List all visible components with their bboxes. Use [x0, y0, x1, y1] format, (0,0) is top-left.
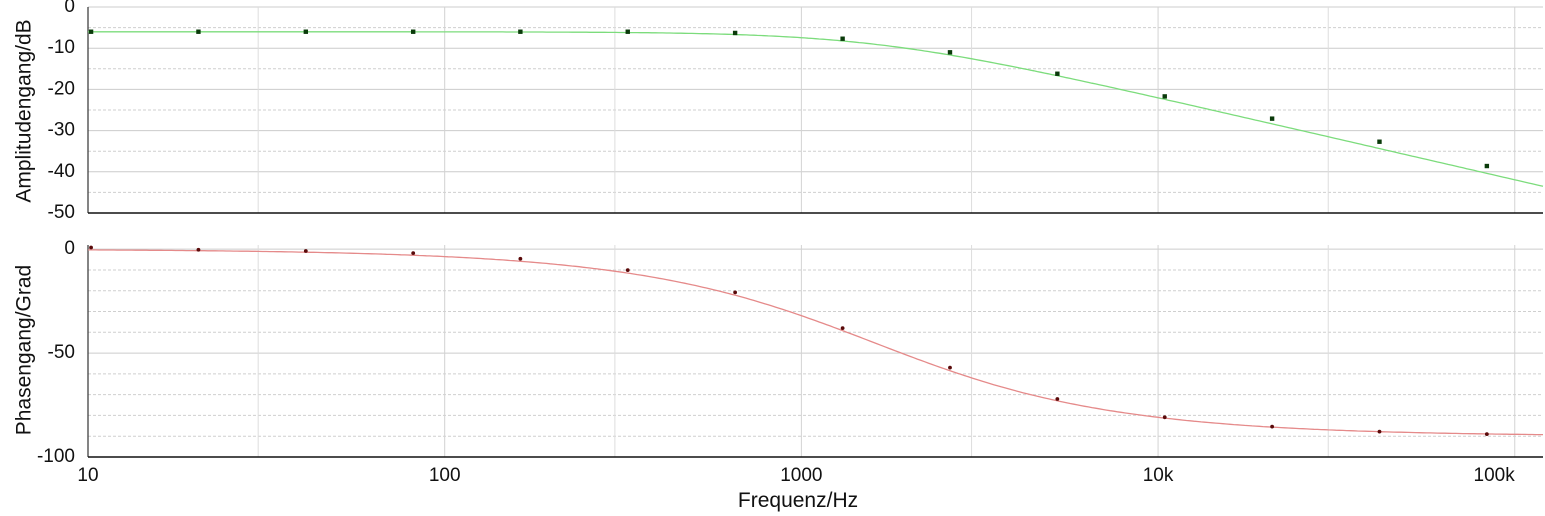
phase-data-marker: [89, 245, 93, 250]
x-tick-label: 10k: [1143, 465, 1174, 486]
phase-axes: [87, 245, 1543, 458]
phase-data-marker: [733, 290, 738, 295]
phase-data-marker: [1055, 397, 1060, 401]
phase-y-tick-label: -100: [37, 446, 75, 467]
amplitude-data-marker: [732, 30, 738, 36]
x-axis-title: Frequenz/Hz: [738, 489, 858, 512]
amplitude-y-tick-label: -30: [48, 120, 75, 141]
x-tick-label: 100: [429, 465, 461, 486]
phase-series: [88, 245, 1543, 437]
phase-data-marker: [1484, 432, 1489, 437]
amplitude-data-marker: [518, 29, 523, 34]
phase-data-marker: [948, 365, 952, 370]
amplitude-series-line: [88, 31, 1544, 187]
phase-data-marker: [196, 247, 201, 252]
amplitude-data-marker: [1377, 139, 1382, 144]
amplitude-data-marker: [410, 29, 416, 34]
phase-y-tick-label: -50: [48, 342, 75, 363]
amplitude-data-marker: [1484, 163, 1490, 169]
x-tick-label: 100k: [1474, 465, 1516, 486]
amplitude-data-marker: [1055, 71, 1060, 76]
amplitude-data-marker: [625, 29, 630, 34]
amplitude-data-marker: [947, 50, 953, 55]
phase-data-marker: [1270, 424, 1275, 429]
x-tick-label: 1000: [780, 465, 822, 486]
phase-y-tick-labels: 0 -50 -100: [37, 238, 75, 467]
amplitude-y-axis-title: Amplitudengang/dB: [13, 19, 36, 202]
amplitude-y-tick-label: -50: [48, 202, 75, 223]
amplitude-y-tick-label: -10: [48, 37, 75, 58]
amplitude-data-marker: [88, 29, 94, 34]
amplitude-data-marker: [1162, 94, 1167, 99]
phase-y-tick-label: 0: [64, 238, 75, 259]
phase-data-marker: [1377, 429, 1382, 434]
amplitude-series: [88, 29, 1544, 187]
amplitude-data-marker: [840, 36, 845, 41]
amplitude-data-marker: [303, 29, 309, 34]
amplitude-y-tick-label: -40: [48, 161, 75, 182]
phase-data-marker: [411, 251, 416, 256]
amplitude-y-tick-labels: 0 -10 -20 -30 -40 -50: [48, 0, 75, 223]
x-tick-labels: 10 100 1000 10k 100k: [77, 465, 1515, 486]
phase-data-marker: [1162, 415, 1167, 420]
amplitude-y-tick-label: -20: [48, 78, 75, 99]
amplitude-data-marker: [196, 29, 201, 34]
phase-series-line: [88, 249, 1543, 436]
amplitude-axes: [87, 7, 1543, 214]
amplitude-y-tick-label: 0: [64, 0, 75, 17]
phase-data-marker: [518, 256, 523, 261]
phase-y-axis-title: Phasengang/Grad: [13, 265, 36, 435]
phase-data-marker: [840, 326, 845, 331]
amplitude-data-marker: [1269, 116, 1275, 121]
phase-data-marker: [303, 249, 308, 253]
x-tick-label: 10: [77, 465, 98, 486]
phase-data-marker: [625, 268, 630, 273]
